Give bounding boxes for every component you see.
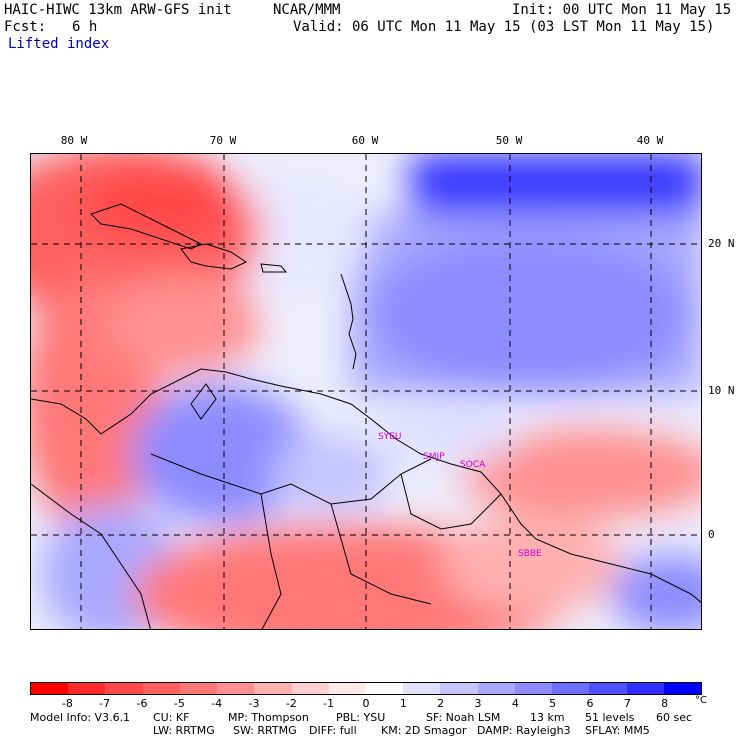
coastlines [31, 203, 701, 629]
valid-time: Valid: 06 UTC Mon 11 May 15 (03 LST Mon … [293, 19, 715, 35]
station-label-smjp: SMJP [423, 452, 445, 462]
colorbar-tick-label: -5 [173, 697, 185, 710]
colorbar-swatch [365, 683, 404, 694]
timestep-info: 60 sec [656, 711, 693, 724]
colorbar [30, 682, 702, 695]
lat-label-0: 0 [708, 528, 715, 541]
colorbar-swatch [142, 683, 180, 694]
colorbar-swatch [552, 683, 590, 694]
colorbar-tick-label: -1 [323, 697, 335, 710]
sf-info: SF: Noah LSM [426, 711, 501, 724]
map-panel [30, 153, 702, 630]
forecast-hour: 6 h [72, 19, 98, 35]
lon-label-50w: 50 W [495, 134, 523, 147]
colorbar-swatch [589, 683, 627, 694]
resolution-info: 13 km [530, 711, 565, 724]
mp-info: MP: Thompson [228, 711, 309, 724]
station-label-sbbe: SBBE [518, 549, 542, 559]
org-label: NCAR/MMM [273, 2, 341, 18]
model-title: HAIC-HIWC 13km ARW-GFS init [4, 2, 232, 18]
colorbar-swatch [179, 683, 218, 694]
lat-label-20n: 20 N [708, 237, 735, 250]
colorbar-swatch [514, 683, 553, 694]
field-name: Lifted index [8, 36, 110, 52]
colorbar-swatch [626, 683, 664, 694]
colorbar-swatch [403, 683, 441, 694]
colorbar-tick-label: 6 [586, 697, 594, 710]
colorbar-tick-label: 7 [623, 697, 631, 710]
lifted-index-map [31, 154, 701, 629]
lw-info: LW: RRTMG [153, 724, 215, 737]
colorbar-swatch [68, 683, 106, 694]
colorbar-swatch [663, 683, 701, 694]
init-time: Init: 00 UTC Mon 11 May 15 [512, 2, 732, 18]
lat-lon-grid [31, 154, 701, 629]
model-info: Model Info: V3.6.1 [30, 711, 131, 724]
colorbar-unit: °C [695, 695, 707, 706]
sw-info: SW: RRTMG [233, 724, 297, 737]
colorbar-tick-label: 8 [661, 697, 669, 710]
colorbar-swatch [105, 683, 143, 694]
colorbar-tick-label: -6 [136, 697, 148, 710]
colorbar-tick-label: 5 [549, 697, 557, 710]
pbl-info: PBL: YSU [336, 711, 386, 724]
field-shading [31, 154, 701, 629]
lon-label-70w: 70 W [209, 134, 237, 147]
forecast-label: Fcst: [4, 19, 47, 35]
lon-label-80w: 80 W [60, 134, 88, 147]
colorbar-tick-label: -3 [248, 697, 260, 710]
colorbar-tick-label: 1 [399, 697, 407, 710]
colorbar-swatch [31, 683, 69, 694]
damp-info: DAMP: Rayleigh3 [477, 724, 571, 737]
colorbar-swatch [328, 683, 366, 694]
colorbar-swatch [440, 683, 478, 694]
km-info: KM: 2D Smagor [381, 724, 467, 737]
colorbar-tick-label: -7 [99, 697, 111, 710]
colorbar-swatch [291, 683, 329, 694]
lon-label-60w: 60 W [351, 134, 379, 147]
colorbar-tick-label: -2 [285, 697, 297, 710]
lon-label-40w: 40 W [636, 134, 664, 147]
sflay-info: SFLAY: MM5 [585, 724, 650, 737]
cu-info: CU: KF [153, 711, 190, 724]
diff-info: DIFF: full [309, 724, 357, 737]
colorbar-swatch [217, 683, 255, 694]
colorbar-swatch [477, 683, 515, 694]
levels-info: 51 levels [585, 711, 635, 724]
colorbar-tick-label: 3 [474, 697, 482, 710]
colorbar-tick-label: 4 [511, 697, 519, 710]
station-label-syeu: SYEU [378, 432, 402, 442]
lat-label-10n: 10 N [708, 384, 735, 397]
colorbar-tick-label: 2 [437, 697, 445, 710]
colorbar-swatch [254, 683, 292, 694]
colorbar-tick-label: -8 [61, 697, 73, 710]
station-label-soca: SOCA [460, 460, 486, 470]
colorbar-tick-label: -4 [211, 697, 223, 710]
colorbar-tick-label: 0 [362, 697, 370, 710]
